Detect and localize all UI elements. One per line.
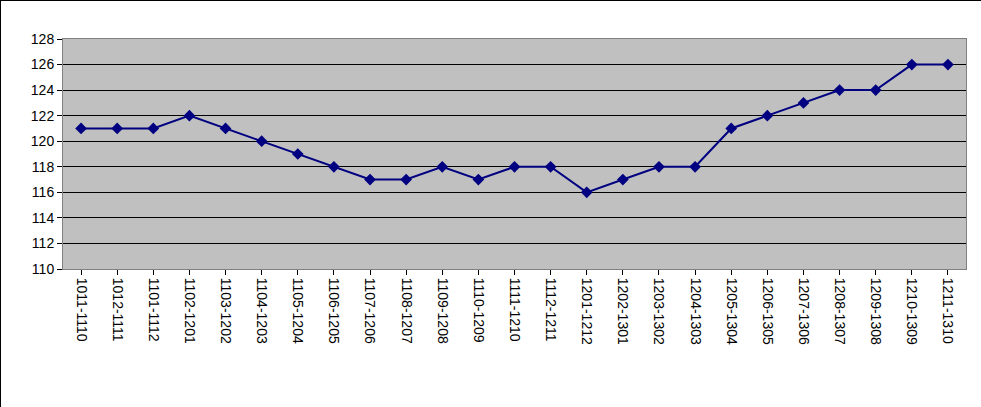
svg-text:1208-1307: 1208-1307 bbox=[832, 278, 848, 345]
svg-text:1101-1112: 1101-1112 bbox=[146, 278, 162, 342]
svg-text:1108-1207: 1108-1207 bbox=[399, 278, 415, 344]
svg-text:124: 124 bbox=[31, 82, 55, 98]
svg-text:1011-1110: 1011-1110 bbox=[74, 278, 90, 342]
svg-text:1204-1303: 1204-1303 bbox=[688, 278, 704, 345]
svg-text:126: 126 bbox=[31, 56, 55, 72]
svg-text:122: 122 bbox=[31, 108, 55, 124]
svg-text:1202-1301: 1202-1301 bbox=[615, 278, 631, 345]
svg-text:114: 114 bbox=[32, 210, 55, 226]
svg-text:1102-1201: 1102-1201 bbox=[182, 278, 198, 344]
svg-text:1201-1212: 1201-1212 bbox=[579, 278, 595, 345]
svg-text:1107-1206: 1107-1206 bbox=[362, 278, 378, 344]
svg-text:116: 116 bbox=[32, 184, 55, 200]
svg-text:1211-1310: 1211-1310 bbox=[940, 278, 956, 344]
svg-text:1012-1111: 1012-1111 bbox=[110, 278, 126, 342]
svg-text:110: 110 bbox=[32, 261, 55, 277]
svg-text:1207-1306: 1207-1306 bbox=[796, 278, 812, 345]
svg-text:1209-1308: 1209-1308 bbox=[868, 278, 884, 345]
svg-text:1103-1202: 1103-1202 bbox=[218, 278, 234, 344]
svg-text:1210-1309: 1210-1309 bbox=[904, 278, 920, 345]
svg-text:1106-1205: 1106-1205 bbox=[326, 278, 342, 344]
svg-text:1104-1203: 1104-1203 bbox=[254, 278, 270, 344]
svg-text:1109-1208: 1109-1208 bbox=[435, 278, 451, 344]
svg-text:1206-1305: 1206-1305 bbox=[760, 278, 776, 345]
svg-text:128: 128 bbox=[31, 31, 55, 47]
svg-text:1112-1211: 1112-1211 bbox=[543, 278, 559, 342]
svg-text:1111-1210: 1111-1210 bbox=[507, 278, 523, 342]
svg-text:1105-1204: 1105-1204 bbox=[290, 278, 306, 344]
svg-text:1203-1302: 1203-1302 bbox=[651, 278, 667, 345]
svg-text:112: 112 bbox=[32, 235, 55, 251]
svg-text:1205-1304: 1205-1304 bbox=[724, 278, 740, 345]
svg-text:120: 120 bbox=[31, 133, 55, 149]
svg-text:1110-1209: 1110-1209 bbox=[471, 278, 487, 343]
svg-text:118: 118 bbox=[32, 159, 55, 175]
